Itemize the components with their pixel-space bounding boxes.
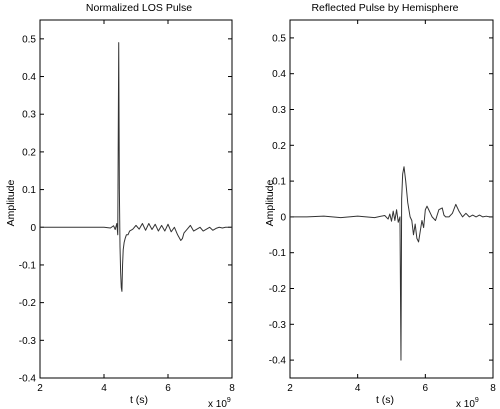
- x-tick-label: 8: [490, 383, 496, 394]
- x-multiplier-exponent: 9: [475, 397, 479, 404]
- y-tick-label: -0.1: [269, 248, 287, 259]
- chart-title: Normalized LOS Pulse: [86, 2, 192, 14]
- y-tick-label: 0.5: [272, 33, 286, 44]
- y-tick-label: 0.2: [272, 141, 286, 152]
- series-line: [40, 42, 232, 292]
- y-axis: -0.4 -0.3 -0.2 -0.1 0 0.1 0.2 0.3 0.4 0.5: [19, 34, 232, 385]
- y-tick-label: 0: [30, 223, 36, 234]
- x-tick-label: 6: [165, 383, 171, 394]
- chart-title: Reflected Pulse by Hemisphere: [311, 2, 458, 14]
- x-axis: 2 4 6 8: [37, 20, 235, 394]
- y-tick-label: 0.1: [272, 177, 286, 188]
- x-axis-label: t (s): [130, 394, 148, 406]
- y-tick-label: 0.2: [22, 147, 36, 158]
- x-tick-label: 8: [229, 383, 235, 394]
- y-tick-label: 0.3: [22, 110, 36, 121]
- x-multiplier-base: x 10: [456, 399, 475, 409]
- y-tick-label: 0.4: [272, 69, 286, 80]
- y-axis: -0.4 -0.3 -0.2 -0.1 0 0.1 0.2 0.3 0.4 0.5: [269, 33, 493, 367]
- y-tick-label: 0: [280, 212, 286, 223]
- x-tick-label: 4: [355, 383, 361, 394]
- y-tick-label: 0.4: [22, 72, 36, 83]
- x-tick-label: 2: [287, 383, 293, 394]
- y-axis-label: Amplitude: [264, 180, 276, 227]
- series-group: [40, 42, 232, 292]
- y-tick-label: -0.3: [19, 336, 37, 347]
- x-axis-multiplier: x 109: [208, 397, 231, 409]
- chart-reflected-pulse: Reflected Pulse by Hemisphere Amplitude …: [264, 2, 496, 409]
- y-tick-label: 0.1: [22, 185, 36, 196]
- x-tick-label: 2: [37, 383, 43, 394]
- x-multiplier-base: x 10: [208, 399, 227, 409]
- y-tick-label: 0.5: [22, 34, 36, 45]
- plot-area: [289, 19, 494, 379]
- y-tick-label: 0.3: [272, 105, 286, 116]
- series-group: [290, 166, 493, 361]
- y-tick-label: -0.4: [269, 356, 287, 367]
- x-multiplier-exponent: 9: [227, 397, 231, 404]
- y-tick-label: -0.1: [19, 260, 37, 271]
- plot-area: [39, 19, 233, 379]
- chart-los-pulse: Normalized LOS Pulse Amplitude t (s) x 1…: [5, 2, 235, 409]
- series-line: [290, 166, 493, 361]
- x-axis: 2 4 6 8: [287, 20, 496, 394]
- y-tick-label: -0.3: [269, 320, 287, 331]
- y-tick-label: -0.2: [269, 284, 287, 295]
- x-tick-label: 6: [423, 383, 429, 394]
- y-tick-label: -0.4: [19, 374, 37, 385]
- y-axis-label: Amplitude: [5, 180, 17, 227]
- x-tick-label: 4: [101, 383, 107, 394]
- x-axis-multiplier: x 109: [456, 397, 479, 409]
- y-tick-label: -0.2: [19, 298, 37, 309]
- x-axis-label: t (s): [376, 394, 394, 406]
